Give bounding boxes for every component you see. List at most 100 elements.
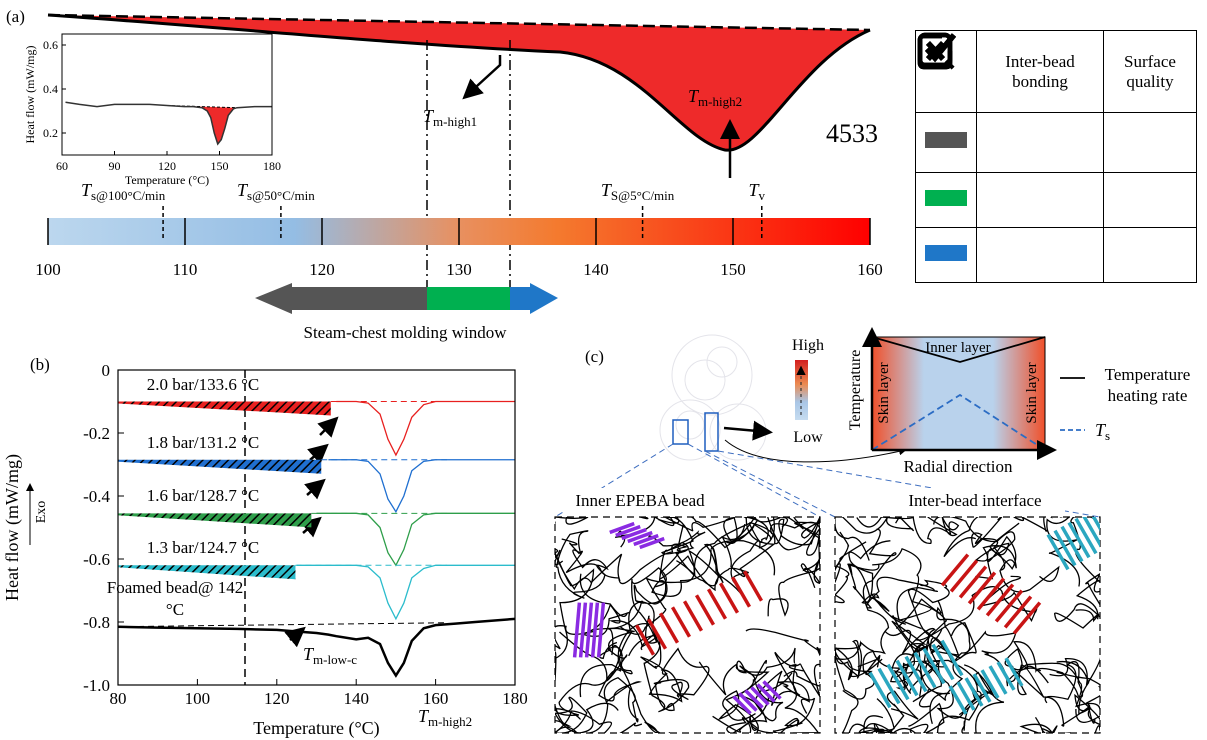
x-tick-label: 120: [309, 260, 335, 279]
window-label: Steam-chest molding window: [303, 323, 507, 342]
legend-text: Temperature heating rate: [1090, 364, 1205, 414]
chain: [861, 549, 947, 677]
crystal-lamella: [649, 619, 666, 648]
series-label: Foamed bead@ 142 °C: [100, 577, 250, 621]
panel-label: (c): [585, 347, 604, 366]
x-tick-label: 100: [35, 260, 61, 279]
number-label: 4533: [826, 119, 878, 148]
crystal-lamella: [733, 577, 750, 606]
y-axis-label: Heat flow (mW/mg): [2, 454, 23, 601]
y-tick-label: -0.6: [83, 550, 110, 569]
bead-label: Inter-bead interface: [908, 491, 1041, 510]
crystal-lamella: [960, 567, 986, 598]
legend-text: Temperature heating rate: [1090, 364, 1205, 406]
cell: [977, 228, 1104, 283]
x-tick-label: 120: [158, 159, 176, 173]
cell: [977, 173, 1104, 228]
annotation-sub: m-high2: [428, 714, 472, 729]
marker-label-sub: s@50°C/min: [247, 188, 315, 203]
skin-layer: Skin layer: [876, 362, 892, 423]
crystal-lamella: [951, 561, 977, 592]
cell: [916, 173, 977, 228]
y-tick-label: 0.4: [43, 82, 58, 96]
arrow: [466, 55, 500, 96]
series-line: [297, 565, 515, 619]
crystal-lamella: [709, 589, 726, 618]
arrow: [307, 482, 322, 495]
series-label: 2.0 bar/133.6 °C: [128, 374, 278, 396]
marker-label: Ts@50°C/min: [237, 180, 315, 203]
arrow: [310, 447, 325, 460]
window-green: [427, 287, 510, 310]
chain: [771, 522, 820, 588]
crystal-lamella: [924, 649, 944, 684]
header-cell: Surface quality: [1104, 31, 1197, 113]
crystal-lamella: [1076, 519, 1096, 554]
x-axis-label: Temperature (°C): [125, 173, 209, 187]
swatch: [925, 132, 967, 148]
cell: [916, 113, 977, 173]
annotation: Tm-high1: [423, 106, 477, 129]
marker-label: TS@5°C/min: [601, 180, 675, 203]
annotation-sub: m-high2: [698, 94, 742, 109]
y-tick-label: 0.2: [43, 126, 58, 140]
chain: [835, 724, 915, 740]
swatch: [925, 190, 967, 206]
x-tick-label: 160: [857, 260, 883, 279]
cell: [1104, 113, 1197, 173]
crystal-lamella: [661, 613, 678, 642]
x-tick-label: 140: [583, 260, 609, 279]
series-label: 1.6 bar/128.7 °C: [128, 485, 278, 507]
annotation-sub: m-low-c: [313, 652, 357, 667]
y-tick-label: -0.2: [83, 424, 110, 443]
crystal-lamella: [673, 607, 690, 636]
plot-frame: [118, 370, 515, 685]
inset-bg: [62, 34, 272, 155]
chain: [1014, 642, 1082, 703]
onset-shade: [118, 460, 321, 474]
y-axis-label: Heat flow (mW/mg): [23, 46, 37, 144]
bead-marker: [673, 420, 688, 444]
y-tick-label: -1.0: [83, 676, 110, 695]
icon-part: [928, 43, 943, 59]
x-tick-label: 180: [263, 159, 281, 173]
y-tick-label: -0.4: [83, 487, 110, 506]
series-line: [118, 619, 515, 676]
header-cell: Inter-bead bonding: [977, 31, 1104, 113]
cell: [1104, 228, 1197, 283]
crystal-lamella: [1005, 597, 1031, 628]
panel-label: (a): [6, 7, 25, 26]
window-blue: [510, 283, 558, 314]
chain: [857, 517, 959, 543]
series-line: [328, 460, 515, 512]
series-line: [336, 402, 515, 456]
marker-label-sub: S@5°C/min: [611, 188, 675, 203]
x-tick-label: 110: [173, 260, 198, 279]
crystal-lamella: [942, 555, 968, 586]
crystal-lamella: [1062, 527, 1082, 562]
cell: [1104, 173, 1197, 228]
chain-group: [545, 510, 829, 740]
x-tick-label: 150: [211, 159, 229, 173]
chain: [650, 649, 709, 702]
swatch: [925, 245, 967, 261]
chains: [545, 509, 1110, 740]
crystal-lamella: [575, 603, 580, 658]
y-tick-label: 0.6: [43, 38, 58, 52]
chain: [1021, 717, 1071, 740]
legend-label: Ts: [1095, 420, 1110, 443]
crystal-lamella: [587, 603, 592, 658]
marker-label-sub: s@100°C/min: [91, 188, 166, 203]
crystal-lamella: [745, 571, 762, 600]
chain: [848, 565, 937, 621]
cell: [916, 228, 977, 283]
legend-label-sub: s: [1105, 428, 1110, 443]
x-tick-label: 130: [446, 260, 472, 279]
x-tick-label: 90: [109, 159, 121, 173]
marker-label-sub: v: [759, 188, 766, 203]
series-label: 1.8 bar/131.2 °C: [128, 432, 278, 454]
comparison-table: Inter-bead bonding Surface quality: [915, 30, 1197, 283]
onset-shade: [118, 402, 331, 416]
baseline: [118, 623, 447, 627]
arrow: [320, 420, 335, 435]
